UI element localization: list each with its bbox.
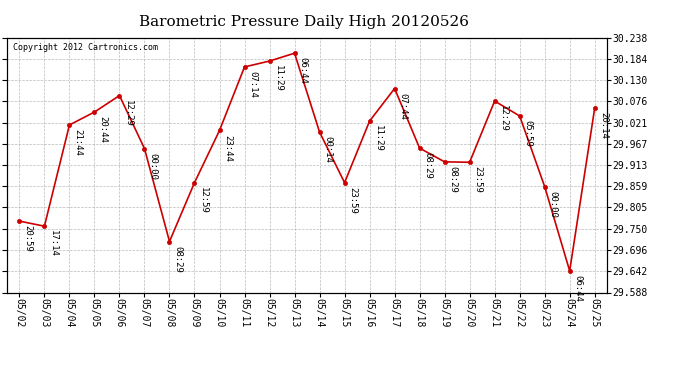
Text: 23:59: 23:59: [474, 166, 483, 193]
Text: 05:59: 05:59: [524, 120, 533, 147]
Text: 20:14: 20:14: [599, 112, 608, 139]
Text: 06:44: 06:44: [299, 57, 308, 84]
Text: 00:14: 00:14: [324, 136, 333, 163]
Text: 08:29: 08:29: [448, 166, 457, 193]
Text: 07:44: 07:44: [399, 93, 408, 120]
Text: 20:59: 20:59: [23, 225, 32, 252]
Text: 11:29: 11:29: [274, 65, 283, 92]
Text: 07:14: 07:14: [248, 71, 257, 98]
Text: 00:00: 00:00: [148, 153, 157, 180]
Text: 17:14: 17:14: [48, 230, 57, 257]
Text: Copyright 2012 Cartronics.com: Copyright 2012 Cartronics.com: [13, 43, 158, 52]
Text: 08:29: 08:29: [424, 152, 433, 179]
Text: 11:29: 11:29: [374, 125, 383, 152]
Text: 23:59: 23:59: [348, 187, 357, 214]
Text: Barometric Pressure Daily High 20120526: Barometric Pressure Daily High 20120526: [139, 15, 469, 29]
Text: 08:29: 08:29: [174, 246, 183, 273]
Text: 23:44: 23:44: [224, 135, 233, 162]
Text: 06:44: 06:44: [574, 275, 583, 302]
Text: 21:44: 21:44: [74, 129, 83, 156]
Text: 00:00: 00:00: [549, 191, 558, 217]
Text: 20:44: 20:44: [99, 116, 108, 143]
Text: 12:29: 12:29: [124, 100, 132, 127]
Text: 12:29: 12:29: [499, 105, 508, 132]
Text: 12:59: 12:59: [199, 187, 208, 214]
